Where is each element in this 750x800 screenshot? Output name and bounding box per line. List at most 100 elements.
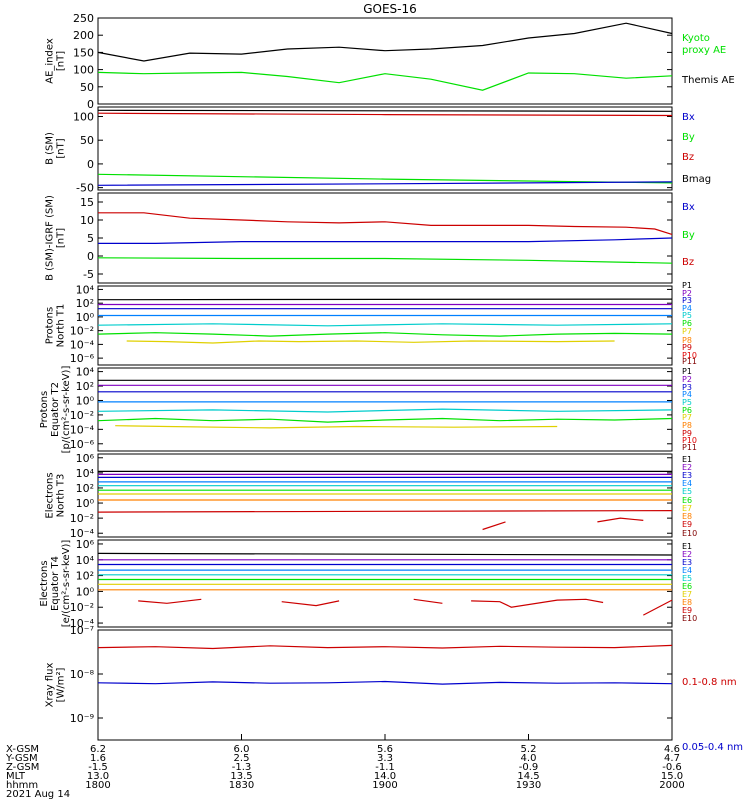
y-axis-label: [e/(cm²-s-sr-keV)] [61,540,72,628]
x-axis-row-label: Y-GSM [5,753,38,764]
legend-entry: P4 [682,390,692,399]
legend-entry: Kyoto [682,33,710,44]
legend-entry: P2 [682,375,692,384]
legend-entry: P3 [682,296,692,305]
x-axis-value: 13.0 [87,771,109,782]
series-line [97,112,673,117]
y-tick-label: 10⁻⁹ [70,712,94,725]
series-line [97,298,673,301]
y-tick-label: 10⁻² [70,325,94,338]
y-tick-label: 10 [80,214,94,227]
series-line [597,517,644,523]
x-axis-value: 4.6 [664,744,680,755]
series-line [643,599,673,616]
series-line [98,212,673,235]
series-line [482,521,506,531]
legend-entry: E10 [682,529,697,538]
series-line [97,332,673,337]
y-axis-label: Protons [39,391,50,428]
panel-frame [97,285,673,366]
x-axis-row-label: hhmm [6,780,38,791]
legend-entry: E9 [682,520,692,529]
series-line [97,644,673,650]
y-tick-label: 10⁶ [76,538,95,551]
legend-entry: P6 [682,406,692,415]
legend-entry: By [682,132,695,143]
y-tick-label: 10⁴ [76,467,95,480]
y-tick-label: 10⁻⁴ [70,617,95,630]
y-tick-label: 10⁻² [70,601,94,614]
y-axis-label: Protons [45,307,56,344]
chart-title: GOES-16 [363,2,417,16]
x-axis-value: 5.2 [521,744,537,755]
x-axis-value: 1800 [85,780,110,791]
panel-bsm: 100 50 0 -50 B (SM) [nT] Bx By Bz Bmag [45,106,711,195]
series-line [138,598,202,604]
y-axis-label: [nT] [56,138,67,158]
series-line [97,408,673,413]
series-line [471,598,604,608]
y-tick-label: 10⁻⁴ [70,338,95,351]
legend-entry: P10 [682,351,697,360]
y-axis-label: Xray flux [45,663,56,708]
legend-entry: E2 [682,463,692,472]
x-axis-row-label: MLT [6,771,26,782]
legend-entry: P1 [682,367,692,376]
x-axis-value: 1930 [516,780,541,791]
y-axis-label: [p/(cm²-s-sr-keV)] [61,366,72,454]
panel-frame [97,17,673,105]
legend-entry: E1 [682,455,692,464]
y-axis-label: Equator T2 [50,382,61,437]
y-axis-label: North T3 [56,474,67,518]
y-tick-label: 5 [87,232,94,245]
legend-entry: Bx [682,112,695,123]
y-axis-label: [W/m²] [56,667,67,702]
legend-entry: Bmag [682,174,711,185]
series-line [281,600,340,607]
y-tick-label: 100 [73,64,94,77]
panel-frame [97,453,673,538]
series-line [126,340,615,344]
y-tick-label: 10⁰ [76,497,95,510]
x-axis-value: 2.5 [234,753,250,764]
legend-entry: E9 [682,606,692,615]
y-axis-label: Equator T4 [50,556,61,611]
legend-entry: P9 [682,429,692,438]
y-tick-label: 10⁰ [76,394,95,407]
y-axis-label: North T1 [56,304,67,348]
series-line [413,598,443,604]
panel-frame [97,192,673,284]
y-tick-label: 50 [80,134,94,147]
legend-entry: E5 [682,574,692,583]
y-axis-label: Electrons [45,472,56,518]
legend-entry: Bz [682,257,694,268]
legend-entry: E8 [682,598,692,607]
date-label: 2021 Aug 14 [6,789,70,800]
y-tick-label: 10⁻⁷ [70,624,94,637]
y-tick-label: 10⁶ [76,452,95,465]
y-tick-label: 0 [87,158,94,171]
y-tick-label: 0 [87,250,94,263]
y-tick-label: 15 [80,196,94,209]
series-line [97,417,673,423]
y-tick-label: 10⁰ [76,585,95,598]
legend-entry: 0.1-0.8 nm [682,677,737,688]
y-tick-label: 10⁻² [70,512,94,525]
legend-entry: E5 [682,487,692,496]
series-line [97,22,673,62]
y-tick-label: 10² [76,570,94,583]
y-axis-label: Electrons [39,560,50,606]
x-axis-value: 2000 [659,780,684,791]
x-axis-value: -1.5 [88,762,108,773]
x-axis-value: -0.9 [519,762,539,773]
x-axis-value: 6.0 [234,744,250,755]
y-tick-label: 250 [73,12,94,25]
y-tick-label: 10⁴ [76,283,95,296]
legend-entry: E7 [682,504,692,513]
x-axis-value: 1.6 [90,753,106,764]
panel-frame [97,367,673,452]
x-axis-value: 13.5 [230,771,252,782]
x-axis-value: 1900 [372,780,397,791]
